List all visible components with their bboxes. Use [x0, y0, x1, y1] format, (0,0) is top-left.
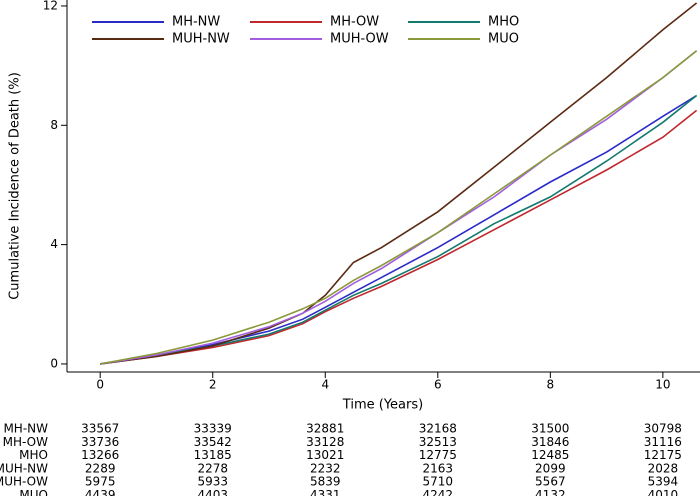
y-tick-label: 8: [50, 118, 58, 132]
risk-count: 33339: [194, 422, 232, 436]
risk-count: 31500: [531, 422, 569, 436]
risk-row-label: MH-NW: [3, 422, 48, 436]
risk-count: 2232: [310, 461, 341, 475]
series-line: [100, 94, 698, 365]
x-tick-label: 4: [321, 378, 329, 392]
x-axis-label: Time (Years): [342, 398, 423, 413]
legend-label: MH-OW: [330, 15, 379, 30]
series-line: [100, 50, 698, 365]
risk-count: 12175: [644, 448, 682, 462]
risk-count: 2099: [535, 461, 566, 475]
series-line: [100, 94, 698, 365]
risk-count: 4132: [535, 488, 566, 496]
risk-row-label: MHO: [19, 448, 48, 462]
series-line: [100, 109, 698, 365]
risk-count: 4331: [310, 488, 341, 496]
y-axis-label: Cumulative Incidence of Death (%): [8, 72, 23, 300]
risk-row-label: MUH-NW: [0, 461, 48, 475]
risk-count: 12485: [531, 448, 569, 462]
x-tick-label: 8: [547, 378, 555, 392]
risk-count: 33128: [306, 435, 344, 449]
risk-count: 4439: [85, 488, 116, 496]
risk-row-label: MUO: [19, 488, 48, 496]
legend-label: MUH-NW: [172, 32, 230, 47]
risk-count: 4010: [648, 488, 679, 496]
risk-count: 33736: [81, 435, 119, 449]
risk-count: 2163: [423, 461, 454, 475]
risk-count: 4403: [197, 488, 228, 496]
risk-count: 2028: [648, 461, 679, 475]
risk-count: 12775: [419, 448, 457, 462]
risk-count: 32168: [419, 422, 457, 436]
series-line: [100, 2, 698, 365]
risk-count: 33542: [194, 435, 232, 449]
risk-count: 5710: [423, 475, 454, 489]
risk-count: 31116: [644, 435, 682, 449]
risk-count: 33567: [81, 422, 119, 436]
risk-count: 13185: [194, 448, 232, 462]
risk-count: 32513: [419, 435, 457, 449]
x-tick-label: 2: [209, 378, 217, 392]
legend-label: MH-NW: [172, 15, 220, 30]
risk-count: 13021: [306, 448, 344, 462]
y-tick-label: 0: [50, 356, 58, 370]
risk-count: 31846: [531, 435, 569, 449]
risk-count: 4242: [423, 488, 454, 496]
risk-count: 2278: [197, 461, 228, 475]
risk-row-label: MH-OW: [3, 435, 48, 449]
legend-label: MUO: [488, 32, 519, 47]
risk-count: 5394: [648, 475, 679, 489]
risk-count: 5975: [85, 475, 116, 489]
series-line: [100, 50, 698, 365]
risk-count: 5933: [197, 475, 228, 489]
legend-label: MHO: [488, 15, 519, 30]
y-tick-label: 12: [43, 0, 58, 12]
legend-label: MUH-OW: [330, 32, 389, 47]
x-tick-label: 0: [96, 378, 104, 392]
x-tick-label: 10: [655, 378, 670, 392]
risk-count: 5839: [310, 475, 341, 489]
risk-count: 30798: [644, 422, 682, 436]
risk-count: 32881: [306, 422, 344, 436]
risk-count: 13266: [81, 448, 119, 462]
risk-count: 5567: [535, 475, 566, 489]
y-tick-label: 4: [50, 237, 58, 251]
risk-count: 2289: [85, 461, 116, 475]
risk-row-label: MUH-OW: [0, 475, 48, 489]
x-tick-label: 6: [434, 378, 442, 392]
